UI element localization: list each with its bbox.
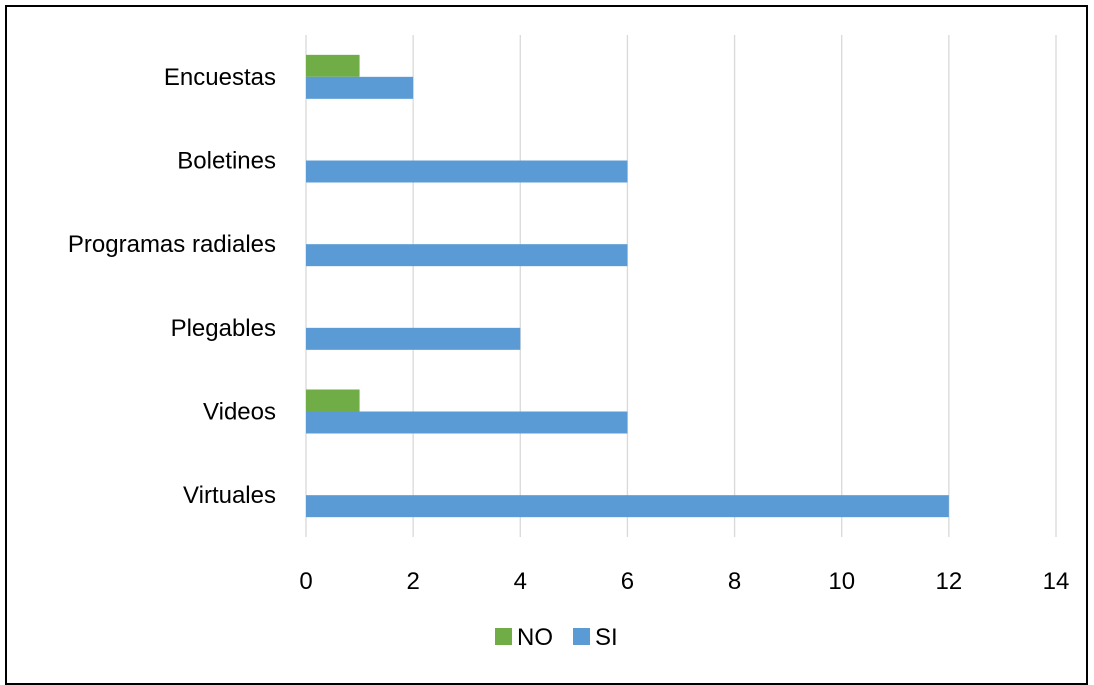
legend-swatch-si: [573, 628, 590, 645]
category-label: Plegables: [171, 315, 276, 342]
x-tick-label: 0: [299, 568, 312, 595]
bar-no-videos: [306, 389, 360, 412]
bar-si-encuestas: [306, 76, 414, 99]
bars: [306, 54, 949, 518]
bar-si-plegables: [306, 327, 521, 350]
category-labels: Encuestas Boletines Programas radiales Pleg…: [68, 64, 276, 509]
x-tick-label: 2: [406, 568, 419, 595]
legend: NO SI: [495, 624, 618, 651]
x-tick-label: 8: [728, 568, 741, 595]
x-tick-label: 6: [621, 568, 634, 595]
x-tick-label: 14: [1043, 568, 1070, 595]
category-label: Programas radiales: [68, 231, 276, 258]
gridlines: [305, 35, 1057, 537]
category-label: Encuestas: [164, 64, 276, 91]
x-tick-label: 10: [828, 568, 855, 595]
bar-si-boletines: [306, 160, 628, 183]
bar-si-programas-radiales: [306, 244, 628, 267]
category-label: Boletines: [177, 148, 276, 175]
bar-si-videos: [306, 411, 628, 434]
legend-swatch-no: [495, 628, 512, 645]
chart-frame: [5, 5, 1088, 685]
category-label: Virtuales: [183, 482, 276, 509]
legend-label-si: SI: [595, 624, 618, 651]
x-tick-label: 12: [936, 568, 963, 595]
bar-no-encuestas: [306, 54, 360, 77]
x-tick-label: 4: [514, 568, 527, 595]
x-tick-labels: 0 2 4 6 8 10 12 14: [299, 568, 1069, 595]
category-label: Videos: [203, 399, 276, 426]
legend-label-no: NO: [517, 624, 553, 651]
bar-si-virtuales: [306, 495, 949, 518]
